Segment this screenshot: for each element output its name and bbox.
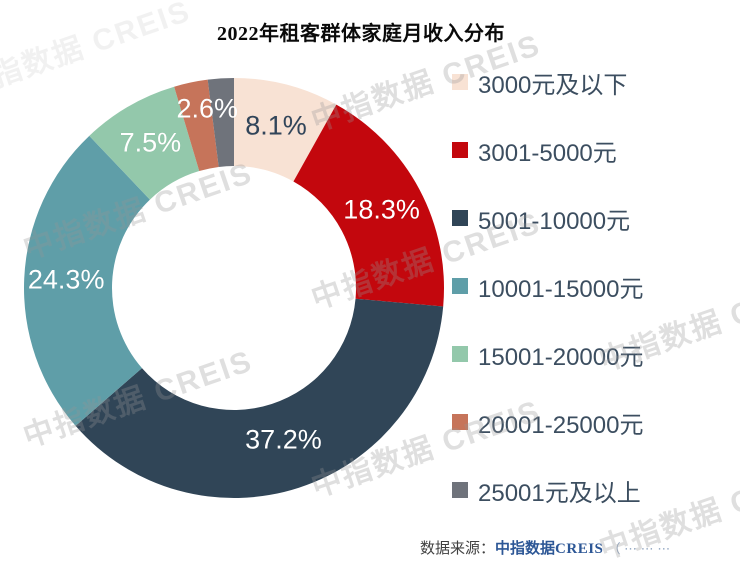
- donut-slice-0[interactable]: [234, 78, 337, 182]
- legend-swatch-icon: [452, 346, 468, 362]
- legend-item-6[interactable]: 25001元及以上: [452, 476, 643, 507]
- source-trailing-faint: （ ⋯ ⋯ ⋯: [607, 541, 671, 556]
- source-line: 数据来源：中指数据CREIS （ ⋯ ⋯ ⋯: [420, 537, 670, 558]
- source-prefix: 数据来源：: [420, 540, 496, 557]
- legend-label: 3001-5000元: [478, 139, 617, 167]
- donut-slice-2[interactable]: [75, 298, 444, 498]
- chart-title: 2022年租客群体家庭月收入分布: [217, 23, 505, 45]
- source-brand-cn: 中指数据: [495, 540, 556, 557]
- legend-item-3[interactable]: 10001-15000元: [452, 272, 643, 303]
- legend-swatch-icon: [452, 74, 468, 90]
- legend-swatch-icon: [452, 482, 468, 498]
- legend-item-2[interactable]: 5001-10000元: [452, 204, 643, 235]
- donut-slice-5[interactable]: [174, 79, 219, 172]
- legend-label: 25001元及以上: [478, 479, 641, 507]
- legend-swatch-icon: [452, 278, 468, 294]
- legend: 3000元及以下 3001-5000元 5001-10000元 10001-15000…: [452, 68, 643, 507]
- legend-item-0[interactable]: 3000元及以下: [452, 68, 643, 99]
- donut-slice-1[interactable]: [293, 104, 445, 307]
- legend-label: 20001-25000元: [478, 411, 644, 439]
- legend-swatch-icon: [452, 142, 468, 158]
- legend-label: 3000元及以下: [478, 71, 628, 99]
- donut-slice-6[interactable]: [207, 78, 234, 167]
- legend-label: 10001-15000元: [478, 275, 644, 303]
- donut-slice-4[interactable]: [89, 86, 200, 200]
- legend-swatch-icon: [452, 414, 468, 430]
- legend-item-5[interactable]: 20001-25000元: [452, 408, 643, 439]
- legend-label: 15001-20000元: [478, 343, 644, 371]
- legend-label: 5001-10000元: [478, 207, 631, 235]
- donut-slice-3[interactable]: [24, 135, 150, 426]
- legend-swatch-icon: [452, 210, 468, 226]
- source-brand-en: CREIS: [555, 541, 604, 557]
- legend-item-4[interactable]: 15001-20000元: [452, 340, 643, 371]
- legend-item-1[interactable]: 3001-5000元: [452, 136, 643, 167]
